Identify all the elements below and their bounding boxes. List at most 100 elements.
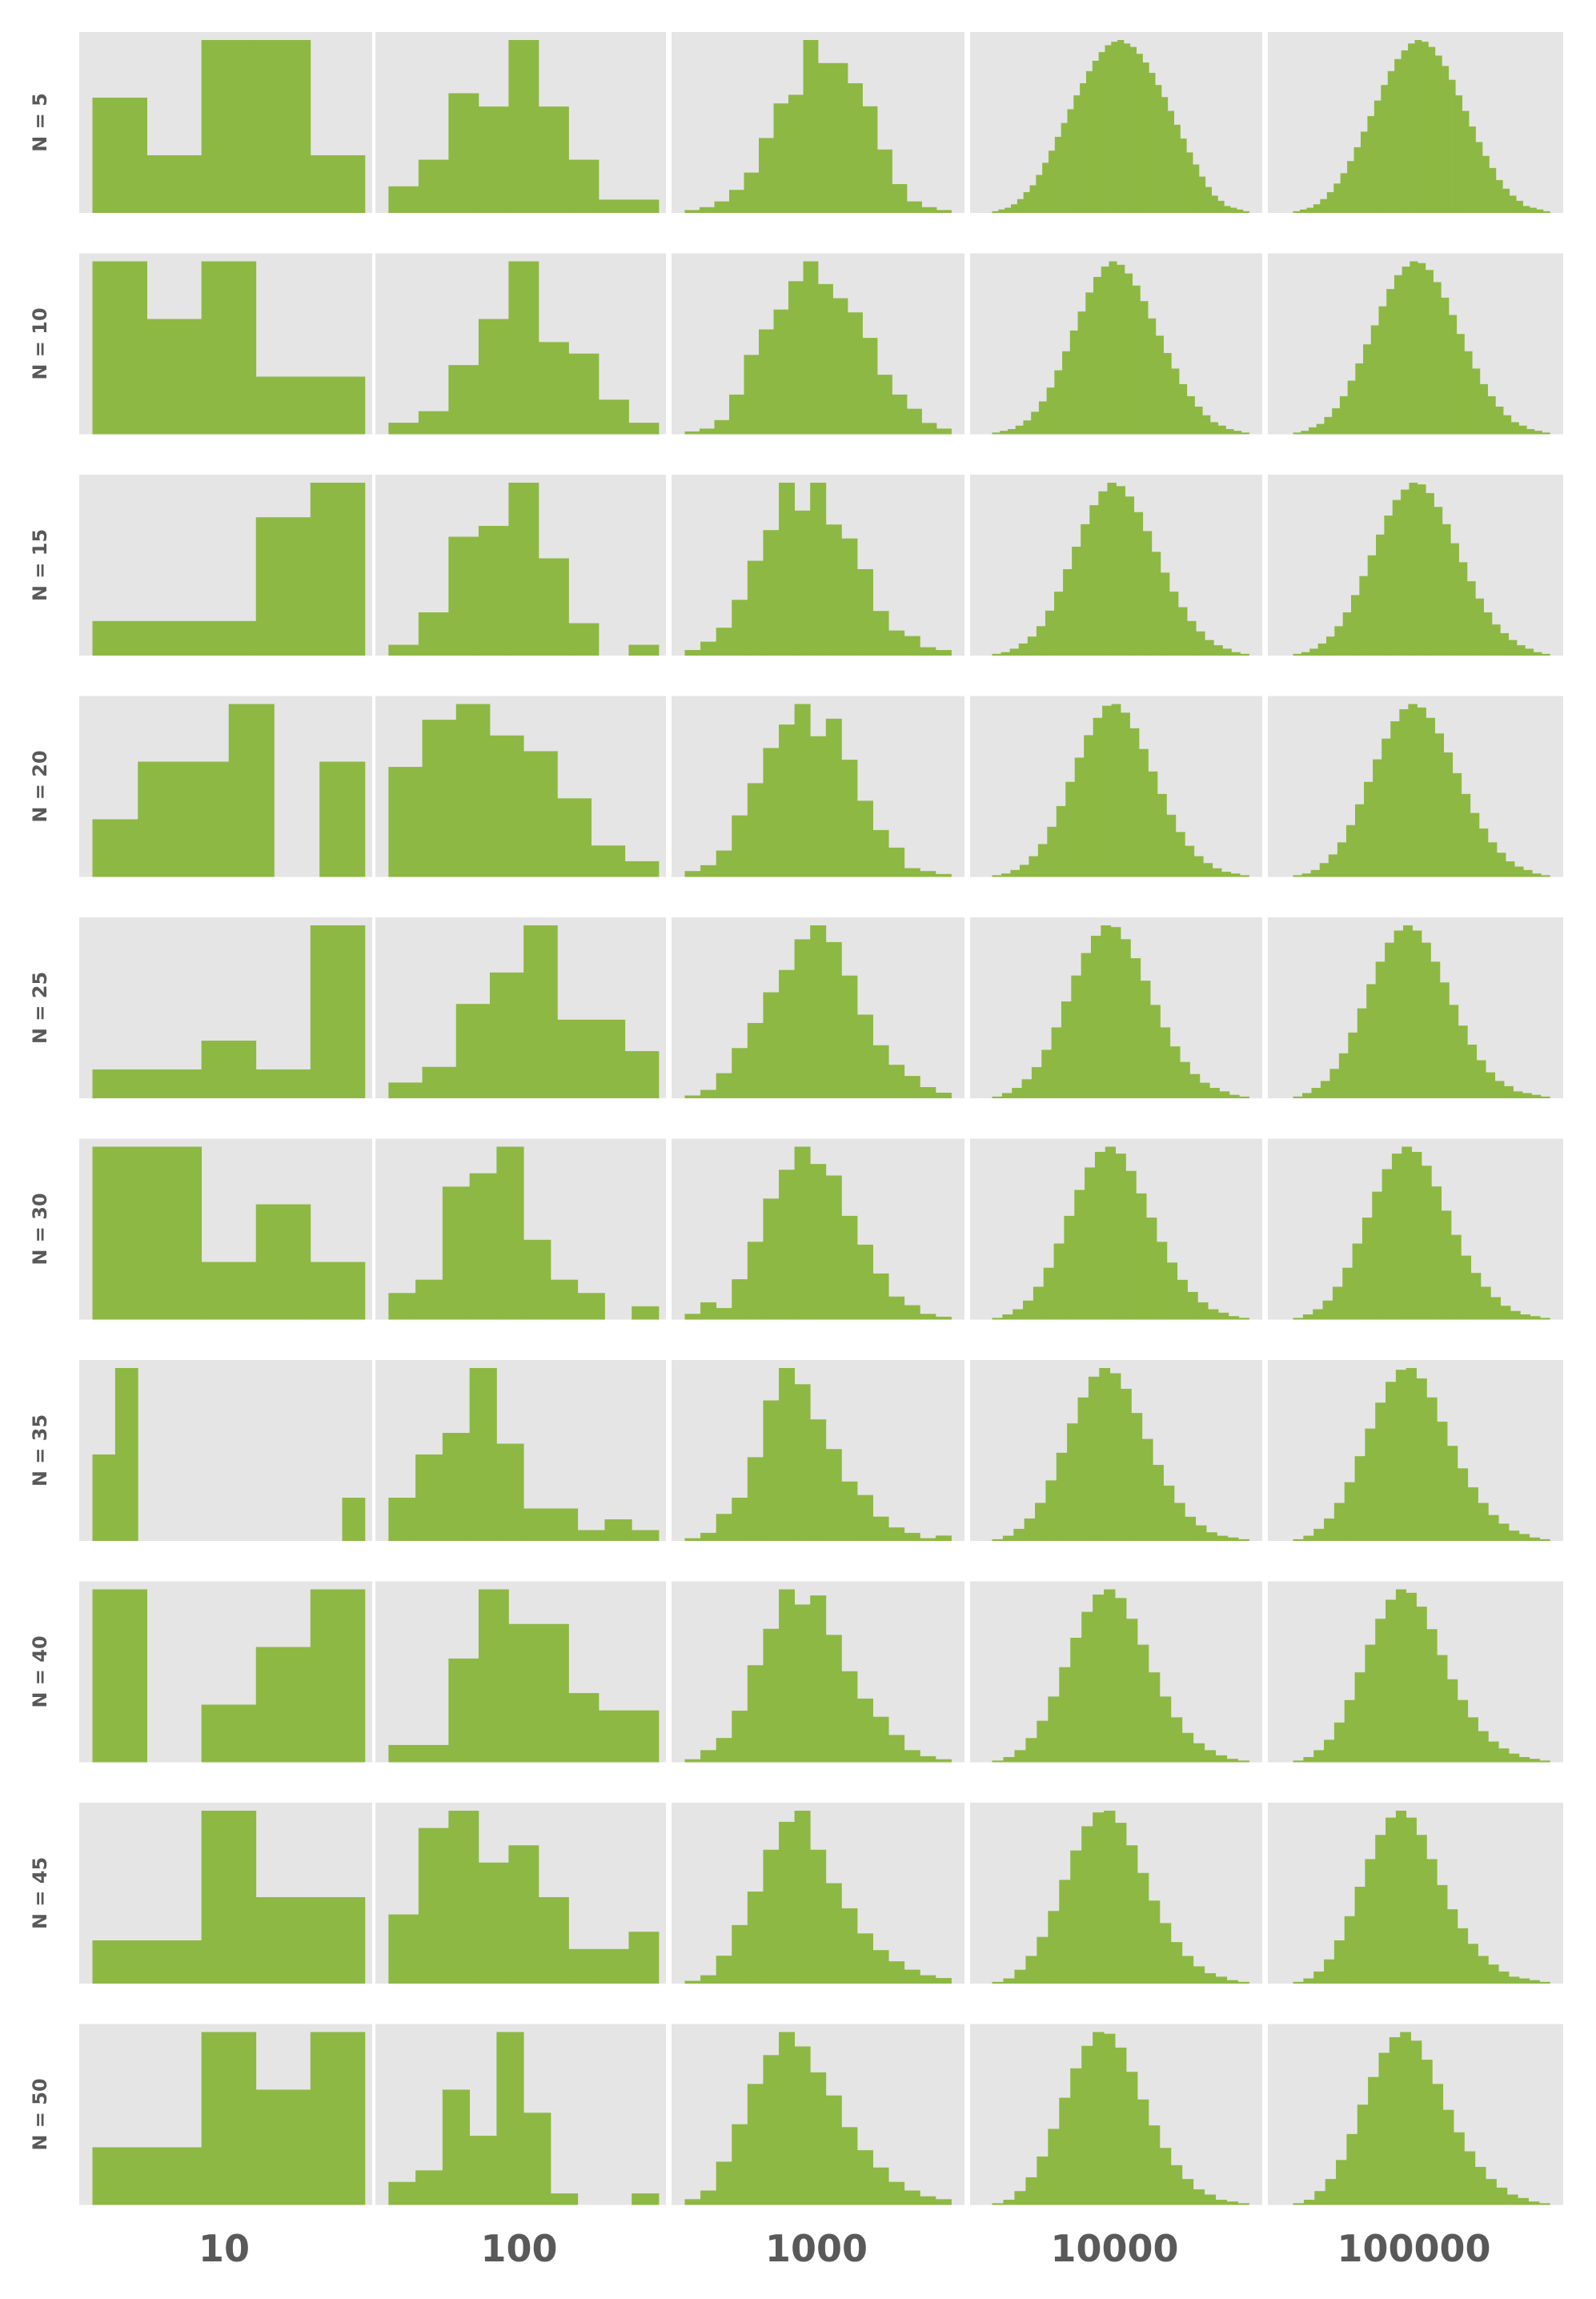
histogram-bar bbox=[1338, 1053, 1349, 1098]
histogram-bar bbox=[1310, 869, 1321, 877]
column-label-100000: 100000 bbox=[1337, 2227, 1490, 2270]
histogram-bar bbox=[1301, 873, 1312, 877]
histogram-bar bbox=[1417, 484, 1426, 656]
histogram-bar bbox=[1416, 1835, 1427, 1984]
histogram-bar bbox=[1070, 2068, 1082, 2205]
histogram-bar bbox=[1437, 1421, 1448, 1541]
histogram-bar bbox=[763, 1400, 780, 1541]
histogram-bar bbox=[684, 1538, 701, 1542]
histogram-bar bbox=[794, 510, 811, 656]
histogram-bar bbox=[810, 1419, 827, 1542]
histogram-bar bbox=[1320, 1081, 1330, 1098]
histogram-bar bbox=[1149, 73, 1156, 213]
histogram-bar bbox=[1509, 195, 1517, 213]
histogram-bar bbox=[872, 2167, 889, 2205]
histogram-bar bbox=[310, 1897, 366, 1984]
histogram-bar bbox=[388, 644, 419, 656]
histogram-bar bbox=[1393, 930, 1404, 1098]
histogram-bar bbox=[577, 1530, 605, 1541]
histogram-bar bbox=[388, 1744, 419, 1763]
histogram-bar bbox=[1029, 185, 1037, 213]
histogram-bar bbox=[1199, 1082, 1210, 1098]
histogram-bar bbox=[1426, 1629, 1438, 1763]
histogram-bar bbox=[1448, 79, 1456, 214]
histogram-bar bbox=[1333, 1503, 1345, 1541]
histogram-bar bbox=[1111, 704, 1121, 877]
histogram-bar bbox=[1293, 1539, 1304, 1541]
histogram-bar bbox=[1539, 1760, 1550, 1763]
histogram-bar bbox=[904, 1076, 920, 1098]
row-label-n20: N = 20 bbox=[29, 750, 51, 822]
histogram-bar bbox=[1104, 1589, 1116, 1763]
histogram-bar bbox=[935, 1978, 952, 1984]
histogram-bar bbox=[1522, 206, 1530, 213]
histogram-bar bbox=[1230, 207, 1237, 213]
histogram-bar bbox=[1102, 705, 1112, 877]
histogram-bar bbox=[388, 1082, 423, 1098]
histogram-bar bbox=[1126, 1845, 1138, 1984]
histogram-bar bbox=[448, 1811, 479, 1984]
histogram-bar bbox=[523, 751, 558, 877]
histogram-bar bbox=[418, 612, 449, 656]
histogram-bar bbox=[888, 1527, 905, 1542]
histogram-bar bbox=[1470, 812, 1480, 877]
histogram-bar bbox=[732, 815, 748, 877]
histogram-bar bbox=[684, 1980, 701, 1984]
histogram-bar bbox=[1081, 953, 1092, 1098]
histogram-bar bbox=[255, 1069, 311, 1098]
histogram-bar bbox=[992, 1318, 1003, 1320]
histogram-bar bbox=[747, 560, 764, 656]
histogram-bar bbox=[1041, 1049, 1053, 1098]
histogram-bar bbox=[598, 199, 629, 213]
histogram-bar bbox=[700, 865, 717, 877]
histogram-bar bbox=[1000, 431, 1009, 435]
histogram-bar bbox=[1003, 2200, 1015, 2205]
histogram-bar bbox=[1417, 707, 1426, 877]
histogram-bar bbox=[496, 1146, 524, 1320]
histogram-bar bbox=[1059, 1880, 1071, 1984]
histogram-bar bbox=[146, 155, 203, 213]
histogram-bar bbox=[1204, 1750, 1217, 1763]
histogram-bar bbox=[920, 1538, 936, 1542]
histogram-bar bbox=[310, 925, 366, 1098]
histogram-bar bbox=[1352, 1243, 1363, 1320]
histogram-bar bbox=[773, 309, 789, 435]
histogram-bar bbox=[1189, 1073, 1201, 1098]
histogram-bar bbox=[1077, 311, 1086, 435]
histogram-bar bbox=[1458, 562, 1468, 656]
histogram-bar bbox=[201, 1704, 257, 1763]
histogram-bar bbox=[1056, 805, 1066, 877]
histogram-bar bbox=[508, 1845, 539, 1984]
histogram-bar bbox=[469, 2136, 497, 2205]
histogram-bar bbox=[1520, 1314, 1531, 1320]
histogram-bar bbox=[1539, 1539, 1550, 1541]
histogram-bar bbox=[1431, 1186, 1442, 1320]
histogram-bar bbox=[508, 40, 539, 213]
histogram-bar bbox=[803, 40, 819, 213]
histogram-bar bbox=[1469, 126, 1476, 213]
histogram-bar bbox=[1137, 1872, 1149, 1984]
histogram-bar bbox=[1483, 612, 1493, 656]
histogram-bar bbox=[1098, 52, 1105, 214]
histogram-bar bbox=[1528, 2201, 1540, 2205]
histogram-bar bbox=[201, 1262, 257, 1320]
histogram-bar bbox=[1151, 552, 1161, 656]
histogram-bar bbox=[310, 1262, 366, 1320]
histogram-bar bbox=[1375, 1402, 1386, 1541]
histogram-bar bbox=[1148, 1672, 1161, 1763]
histogram-bar bbox=[888, 847, 905, 877]
histogram-bar bbox=[1036, 626, 1046, 656]
histogram-bar bbox=[1406, 1592, 1417, 1763]
histogram-bar bbox=[1418, 263, 1426, 435]
histogram-bar bbox=[1115, 1154, 1126, 1320]
histogram-bar bbox=[1148, 1900, 1161, 1984]
histogram-bar bbox=[920, 1087, 936, 1098]
histogram-bar bbox=[577, 1293, 605, 1320]
histogram-bar bbox=[1105, 45, 1112, 214]
histogram-bar bbox=[1385, 1599, 1397, 1763]
histogram-bar bbox=[1487, 842, 1498, 877]
histogram-bar bbox=[1509, 1753, 1520, 1763]
histogram-bar bbox=[523, 2112, 551, 2205]
histogram-bar bbox=[1373, 100, 1381, 213]
histogram-bar bbox=[1088, 1376, 1100, 1541]
